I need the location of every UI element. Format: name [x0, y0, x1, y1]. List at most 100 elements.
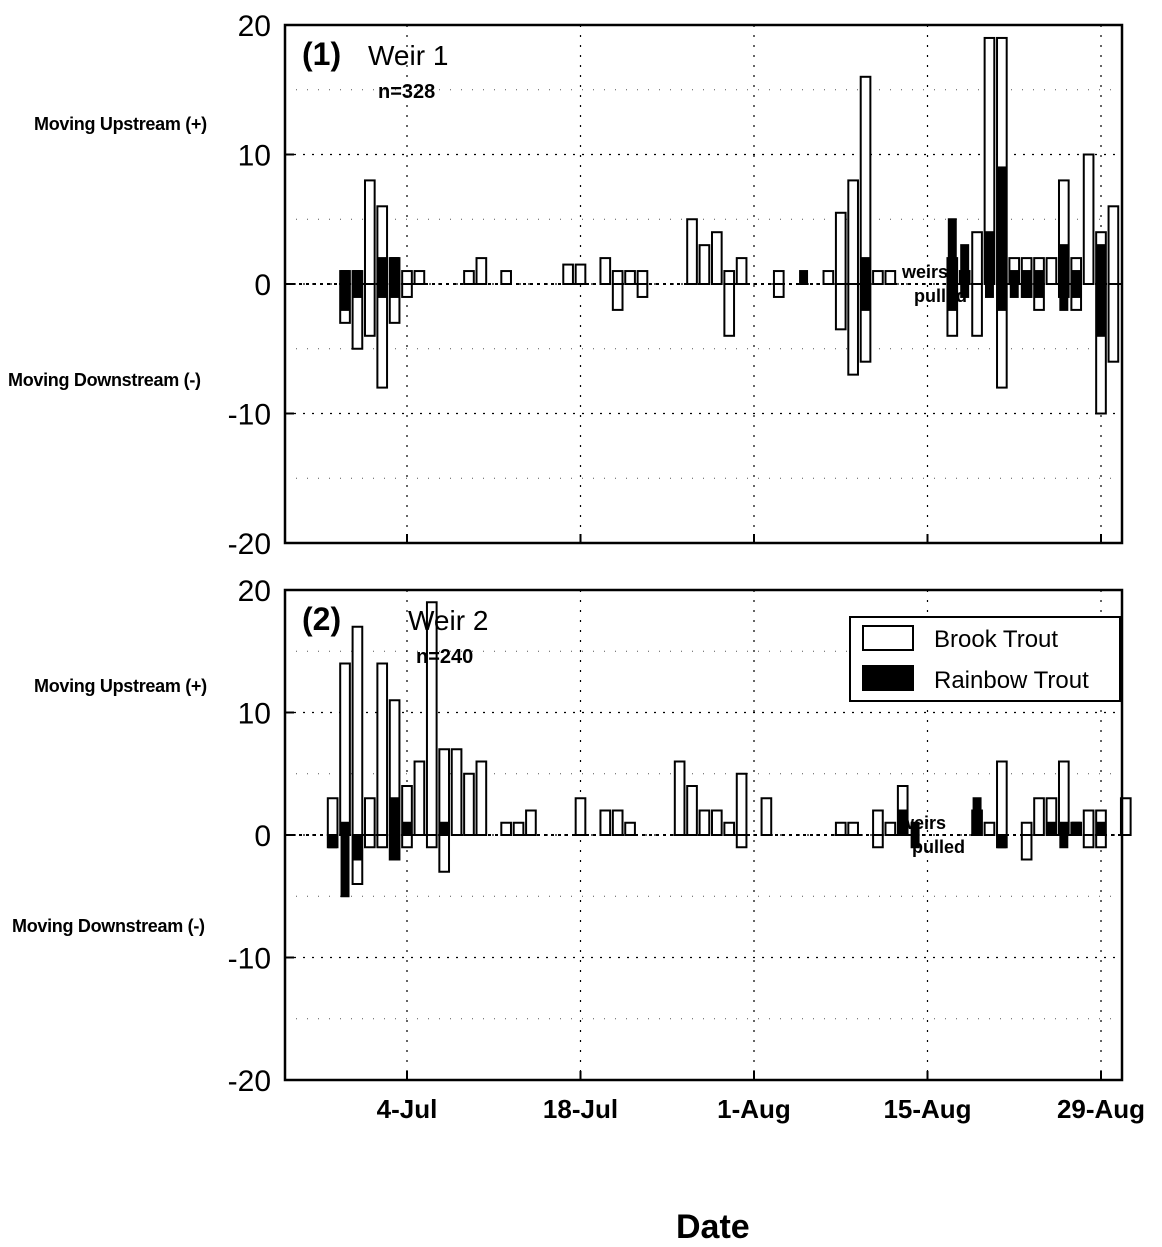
panel1-brook-up-bar [413, 270, 426, 285]
panel2-brook-up-bar [760, 797, 773, 836]
panel1-rainbow-up-bar [861, 257, 871, 286]
panel1-pulled-annotation: pulled [914, 286, 967, 306]
panel1-brook-down-bar [847, 283, 859, 376]
panel1-panel-label: (1) [302, 36, 341, 72]
panel1-brook-up-bar [611, 270, 624, 285]
panel1-brook-down-bar [611, 283, 624, 311]
panel2-brook-up-bar [425, 601, 438, 836]
panel1-brook-up-bar [710, 231, 723, 285]
panel1-brook-up-bar [686, 218, 698, 285]
panel1-brook-up-bar [599, 257, 612, 286]
panel2-rainbow-up-bar [1046, 821, 1056, 836]
panel2-brook-down-bar [363, 834, 376, 849]
panel1-sample-size: n=328 [378, 81, 435, 103]
panel1-rainbow-down-bar [377, 283, 387, 298]
panel1-rainbow-down-bar [1022, 283, 1032, 298]
upstream-label-panel-1: Moving Upstream (+) [34, 114, 207, 134]
panel2-y-tick-label: 10 [238, 698, 271, 731]
panel2-brook-up-bar [1082, 809, 1095, 836]
panel1-brook-up-bar [574, 263, 587, 286]
panel2-rainbow-down-bar [328, 834, 338, 849]
panel2-rainbow-down-bar [390, 834, 400, 861]
panel2-brook-up-bar [512, 821, 525, 836]
panel1-brook-up-bar [834, 211, 847, 285]
panel1-rainbow-up-bar [1096, 244, 1106, 285]
downstream-label-panel-2: Moving Downstream (-) [12, 916, 205, 936]
panel1-rainbow-up-bar [377, 257, 387, 286]
panel1-rainbow-down-bar [861, 283, 871, 311]
x-tick-label: 18-Jul [543, 1094, 618, 1124]
panel1-rainbow-down-bar [1059, 283, 1069, 311]
panel2-weir-title: Weir 2 [408, 605, 488, 636]
panel1-brook-down-bar [363, 283, 376, 337]
panel2-brook-down-bar [1020, 834, 1033, 861]
panel2-brook-down-bar [438, 834, 451, 873]
panel1-rainbow-down-bar [390, 283, 400, 298]
panel1-brook-down-bar [401, 283, 413, 298]
panel1-brook-up-bar [847, 179, 859, 285]
panel2-rainbow-up-bar [439, 821, 449, 836]
panel1-brook-up-bar [636, 270, 649, 285]
panel2-brook-down-bar [425, 834, 438, 849]
panel2-y-tick-label: -10 [228, 943, 271, 976]
panel2-brook-up-bar [698, 809, 711, 836]
panel2-brook-up-bar [500, 821, 512, 836]
panel1-brook-down-bar [1107, 283, 1120, 363]
panel1-brook-down-bar [376, 283, 389, 389]
panel1-rainbow-up-bar [1071, 270, 1081, 285]
panel1-rainbow-up-bar [1009, 270, 1019, 285]
panel2-brook-up-bar [996, 760, 1008, 836]
panel1-brook-up-bar [735, 257, 748, 286]
panel1-brook-up-bar [1107, 205, 1120, 285]
panel2-brook-up-bar [450, 748, 463, 836]
panel1-rainbow-down-bar [984, 283, 994, 298]
panel1-rainbow-down-bar [352, 283, 362, 298]
panel2-brook-up-bar [686, 785, 698, 836]
panel2-rainbow-down-bar [340, 834, 350, 898]
panel1-rainbow-up-bar [997, 166, 1007, 285]
panel2-sample-size: n=240 [416, 646, 473, 668]
panel1-rainbow-up-bar [1059, 244, 1069, 285]
panel1-brook-up-bar [822, 270, 835, 285]
x-tick-label: 29-Aug [1057, 1094, 1145, 1124]
panel1-brook-up-bar [475, 257, 488, 286]
panel2-brook-up-bar [1020, 821, 1033, 836]
panel1-brook-down-bar [834, 283, 847, 331]
panel1-brook-up-bar [1082, 153, 1095, 285]
panel2-brook-up-bar [363, 797, 376, 836]
panel2-brook-up-bar [834, 821, 847, 836]
panel2-rainbow-up-bar [1096, 821, 1106, 836]
panel2-rainbow-up-bar [972, 797, 982, 836]
panel2-brook-down-bar [376, 834, 389, 849]
panel2-brook-up-bar [413, 760, 426, 836]
panel2-rainbow-up-bar [1071, 821, 1081, 836]
panel1-y-tick-label: 0 [254, 269, 271, 302]
panel2-y-tick-label: 0 [254, 820, 271, 853]
panel2-brook-up-bar [376, 662, 389, 836]
panel1-rainbow-up-bar [1034, 270, 1044, 285]
panel2-brook-up-bar [624, 821, 636, 836]
panel2-brook-up-bar [673, 760, 686, 836]
panel1-y-tick-label: 10 [238, 140, 271, 173]
panel2-brook-up-bar [351, 625, 364, 836]
panel2-brook-up-bar [735, 772, 748, 836]
panel2-brook-up-bar [847, 821, 859, 836]
panel2-brook-up-bar [884, 821, 897, 836]
panel2-rainbow-up-bar [390, 797, 400, 836]
panel1-rainbow-up-bar [1022, 270, 1032, 285]
panel2-brook-up-bar [463, 772, 475, 836]
panel1-rainbow-up-bar [960, 244, 970, 285]
panel2-y-tick-label: 20 [238, 575, 271, 608]
panel1-brook-up-bar [562, 263, 574, 286]
panel2-brook-down-bar [735, 834, 748, 849]
panel1-brook-up-bar [971, 231, 983, 285]
panel2-brook-down-bar [401, 834, 413, 849]
panel2-rainbow-up-bar [1059, 821, 1069, 836]
panel1-rainbow-down-bar [1034, 283, 1044, 298]
panel1-weir-title: Weir 1 [368, 40, 448, 71]
panel1-brook-up-bar [1045, 257, 1058, 286]
panel2-brook-down-bar [1095, 834, 1107, 849]
panel1-rainbow-down-bar [997, 283, 1007, 311]
legend-brook-swatch [862, 625, 914, 651]
